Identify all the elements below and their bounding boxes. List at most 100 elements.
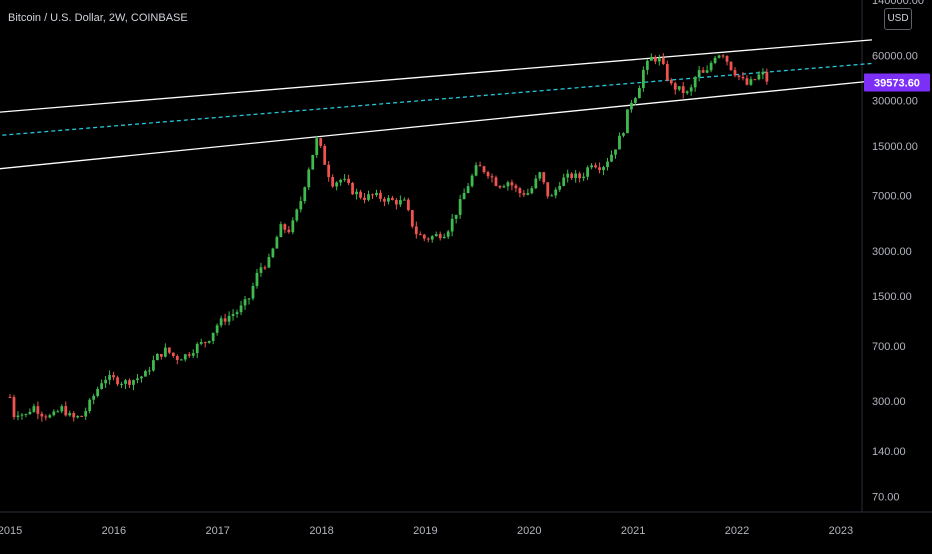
candle-body	[207, 340, 211, 343]
candle-body	[263, 267, 267, 269]
candle-body	[175, 355, 179, 360]
candle-body	[120, 383, 123, 385]
candle-body	[578, 173, 582, 179]
candle-body	[363, 197, 366, 200]
candle-body	[618, 135, 621, 150]
candle-body	[251, 285, 255, 299]
candle-body	[359, 191, 362, 198]
candle-body	[100, 383, 104, 389]
candle-body	[44, 416, 48, 418]
candle-body	[32, 406, 36, 412]
candle-body	[243, 299, 247, 306]
channel-upper-line[interactable]	[0, 39, 873, 113]
candle-body	[733, 70, 737, 76]
candle-body	[414, 226, 418, 235]
price-axis: 140000.00 60000.00 30000.00 15000.00 7000.00…	[872, 0, 924, 503]
candle-body	[84, 411, 88, 417]
candle-body	[486, 172, 490, 177]
candle-body	[406, 199, 410, 211]
candle-body	[462, 193, 466, 200]
candle-body	[303, 187, 307, 202]
channel-lower-line[interactable]	[0, 80, 873, 170]
y-tick-label: 70.00	[872, 491, 900, 503]
candle-body	[319, 138, 323, 146]
candle-body	[227, 315, 231, 322]
candle-body	[562, 177, 566, 186]
y-tick-label: 300.00	[872, 396, 906, 408]
candle-body	[136, 378, 139, 381]
candle-body	[661, 57, 665, 64]
x-tick-label: 2020	[517, 525, 541, 537]
candle-body	[28, 411, 32, 415]
currency-button[interactable]: USD	[884, 8, 912, 30]
candle-body	[68, 413, 72, 416]
y-tick-label: 7000.00	[872, 191, 912, 203]
candle-body	[630, 102, 633, 110]
x-tick-label: 2016	[102, 525, 126, 537]
candle-body	[526, 193, 530, 195]
candle-body	[697, 70, 701, 78]
candle-body	[590, 165, 593, 168]
candle-body	[231, 314, 235, 316]
candle-body	[558, 185, 562, 190]
candle-body	[494, 177, 498, 186]
y-tick-label: 30000.00	[872, 96, 918, 108]
y-tick-label: 1500.00	[872, 291, 912, 303]
candle-body	[598, 167, 601, 171]
y-tick-label: 140.00	[872, 446, 906, 458]
candle-body	[765, 71, 769, 82]
candle-body	[375, 192, 378, 196]
candle-body	[538, 172, 542, 179]
candle-body	[458, 199, 462, 215]
candle-body	[167, 347, 171, 353]
candle-body	[124, 380, 127, 384]
candle-body	[474, 165, 478, 176]
candle-body	[649, 56, 653, 61]
candle-body	[108, 375, 111, 380]
candle-body	[466, 186, 470, 194]
candle-body	[657, 57, 661, 62]
candle-body	[132, 380, 135, 385]
candle-body	[721, 55, 725, 57]
candle-body	[709, 62, 713, 71]
candle-body	[327, 164, 331, 178]
candle-body	[283, 224, 287, 230]
x-tick-label: 2017	[205, 525, 229, 537]
y-tick-label: 700.00	[872, 341, 906, 353]
candle-body	[367, 194, 370, 200]
candle-body	[685, 91, 689, 94]
candle-body	[574, 173, 578, 178]
candle-body	[530, 188, 534, 194]
candle-body	[223, 318, 227, 322]
candle-body	[717, 55, 721, 58]
candle-body	[335, 182, 339, 187]
candle-body	[586, 167, 590, 177]
candle-body	[307, 169, 311, 188]
candle-body	[582, 176, 586, 179]
candle-body	[259, 267, 263, 273]
candle-body	[279, 224, 283, 238]
candle-body	[148, 370, 151, 372]
candle-body	[745, 78, 749, 85]
candle-body	[80, 415, 84, 417]
candle-body	[275, 237, 279, 249]
candle-body	[514, 185, 518, 189]
candle-body	[40, 413, 44, 417]
candle-body	[713, 57, 717, 63]
candle-body	[470, 175, 474, 187]
candle-body	[8, 397, 12, 399]
candle-body	[634, 98, 637, 103]
trend-channel	[0, 39, 873, 170]
candle-body	[155, 354, 159, 361]
candle-body	[402, 199, 406, 201]
candle-body	[323, 145, 327, 165]
candle-body	[247, 298, 251, 300]
time-axis: 2015 2016 2017 2018 2019 2020 2021 2022 2023	[0, 525, 853, 537]
candle-body	[104, 379, 107, 384]
candle-body	[24, 414, 28, 416]
candle-body	[183, 354, 187, 360]
candle-body	[371, 194, 374, 196]
candle-body	[681, 86, 685, 94]
